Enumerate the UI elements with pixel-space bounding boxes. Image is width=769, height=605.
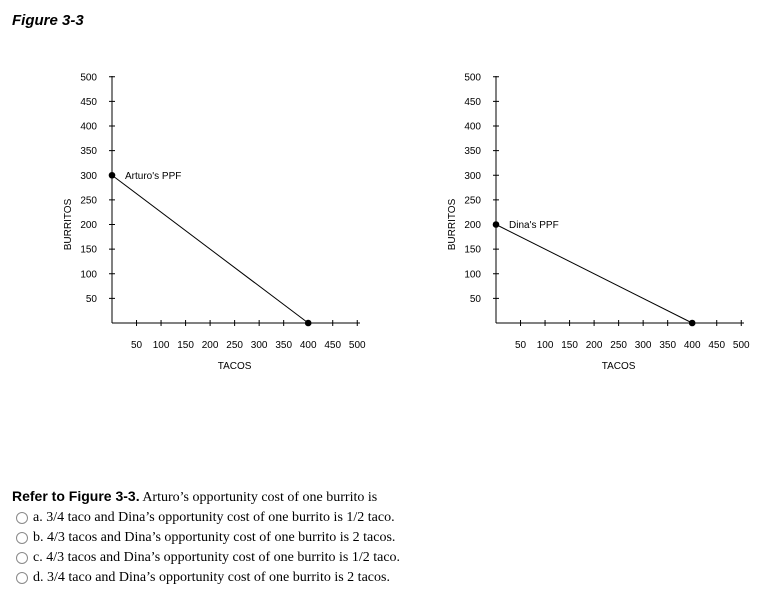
left-y-axis-label: BURRITOS	[63, 198, 74, 250]
left-series-label: Arturo's PPF	[125, 171, 181, 182]
left-x-axis-label: TACOS	[218, 361, 252, 372]
question-lead: Refer to Figure 3-3.	[12, 488, 140, 504]
radio-button-a[interactable]	[16, 512, 28, 524]
left-y-tick-label-50: 50	[86, 294, 98, 305]
right-series-label: Dina's PPF	[509, 220, 559, 231]
right-y-axis-label: BURRITOS	[447, 198, 458, 250]
left-y-tick-label-150: 150	[80, 245, 97, 256]
left-ppf-point-0	[108, 171, 116, 179]
choice-b[interactable]: b. 4/3 tacos and Dina’s opportunity cost…	[12, 528, 752, 548]
left-ppf-point-1	[304, 319, 312, 327]
choice-a-letter: a.	[33, 510, 43, 525]
left-x-tick-label-350: 350	[275, 340, 292, 351]
right-x-tick-label-400: 400	[684, 340, 701, 351]
left-x-tick-label-100: 100	[153, 340, 170, 351]
choice-d[interactable]: d. 3/4 taco and Dina’s opportunity cost …	[12, 568, 752, 588]
choice-a-text: 3/4 taco and Dina’s opportunity cost of …	[46, 510, 395, 525]
left-x-tick-label-500: 500	[349, 340, 366, 351]
left-y-tick-label-500: 500	[80, 72, 97, 83]
choice-a[interactable]: a. 3/4 taco and Dina’s opportunity cost …	[12, 508, 752, 528]
left-y-tick-label-400: 400	[80, 122, 97, 133]
left-x-tick-label-50: 50	[131, 340, 143, 351]
right-y-tick-label-50: 50	[470, 294, 482, 305]
right-x-tick-label-450: 450	[708, 340, 725, 351]
question-stem: Refer to Figure 3-3. Arturo’s opportunit…	[12, 487, 752, 507]
right-ppf-point-0	[492, 221, 500, 228]
right-y-tick-label-100: 100	[464, 269, 481, 280]
left-y-tick-label-250: 250	[80, 195, 97, 206]
right-y-tick-label-300: 300	[464, 171, 481, 182]
right-y-tick-label-250: 250	[464, 195, 481, 206]
left-y-tick-label-100: 100	[80, 269, 97, 280]
right-x-axis-label: TACOS	[602, 361, 636, 372]
left-x-tick-label-150: 150	[177, 340, 194, 351]
choice-c[interactable]: c. 4/3 tacos and Dina’s opportunity cost…	[12, 548, 752, 568]
left-y-tick-label-300: 300	[80, 171, 97, 182]
choice-d-letter: d.	[33, 570, 44, 585]
right-y-tick-label-500: 500	[464, 72, 481, 83]
radio-button-b[interactable]	[16, 532, 28, 544]
right-x-tick-label-100: 100	[537, 340, 554, 351]
left-y-tick-label-450: 450	[80, 97, 97, 108]
question-text: Arturo’s opportunity cost of one burrito…	[139, 490, 378, 505]
figure-title: Figure 3-3	[12, 12, 84, 29]
right-ppf-line	[495, 224, 693, 324]
choice-d-text: 3/4 taco and Dina’s opportunity cost of …	[47, 570, 390, 585]
radio-button-d[interactable]	[16, 572, 28, 584]
choice-b-letter: b.	[33, 530, 44, 545]
right-x-tick-label-50: 50	[515, 340, 527, 351]
left-y-tick-label-200: 200	[80, 220, 97, 231]
figure-charts: 50 100 150 200 250 300 350 400 450 500 50 100 150 200…	[63, 72, 750, 372]
right-y-tick-label-400: 400	[464, 122, 481, 133]
right-x-tick-label-500: 500	[733, 340, 750, 351]
left-x-tick-label-200: 200	[202, 340, 219, 351]
choice-c-letter: c.	[33, 550, 43, 565]
right-y-tick-label-150: 150	[464, 245, 481, 256]
right-ppf-point-1	[688, 319, 696, 327]
choice-b-text: 4/3 tacos and Dina’s opportunity cost of…	[47, 530, 396, 545]
left-x-tick-label-250: 250	[226, 340, 243, 351]
radio-button-c[interactable]	[16, 552, 28, 564]
left-x-tick-label-450: 450	[324, 340, 341, 351]
right-x-tick-label-250: 250	[610, 340, 627, 351]
right-x-tick-label-300: 300	[635, 340, 652, 351]
question-block: Refer to Figure 3-3. Arturo’s opportunit…	[12, 487, 752, 588]
right-x-tick-label-200: 200	[586, 340, 603, 351]
left-x-tick-label-400: 400	[300, 340, 317, 351]
right-x-tick-label-350: 350	[659, 340, 676, 351]
right-y-tick-label-200: 200	[464, 220, 481, 231]
left-x-tick-label-300: 300	[251, 340, 268, 351]
left-ppf-line	[111, 174, 309, 324]
right-y-tick-label-350: 350	[464, 146, 481, 157]
choice-c-text: 4/3 tacos and Dina’s opportunity cost of…	[46, 550, 401, 565]
right-y-tick-label-450: 450	[464, 97, 481, 108]
left-y-tick-label-350: 350	[80, 146, 97, 157]
right-x-tick-label-150: 150	[561, 340, 578, 351]
